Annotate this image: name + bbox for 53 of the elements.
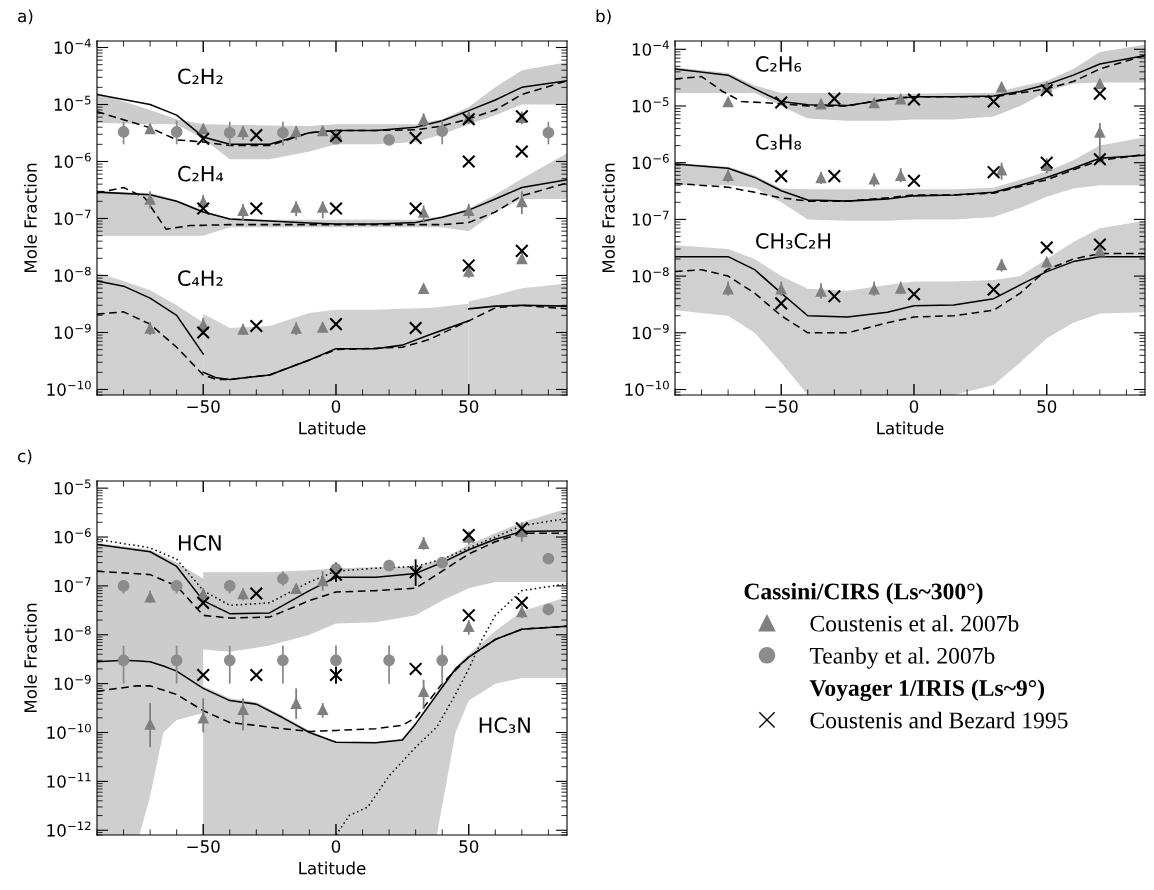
y-axis-title: Mole Fraction <box>23 163 37 273</box>
y-tick-label: 10$^{−6}$ <box>54 152 91 168</box>
y-axis-title: Mole Fraction <box>23 603 37 713</box>
chart-title: b) <box>596 9 611 25</box>
legend-label: Coustenis and Bezard 1995 <box>810 711 1068 729</box>
series-label: CH₃C₂H <box>756 233 830 249</box>
x-tick-label: −50 <box>765 400 798 413</box>
y-tick-label: 10$^{−7}$ <box>54 209 91 225</box>
x-tick-label: 50 <box>1037 400 1057 413</box>
y-tick-label: 10$^{−6}$ <box>632 153 669 170</box>
legend-label: Coustenis et al. 2007b <box>810 614 1019 632</box>
legend-label: Teanby et al. 2007b <box>809 647 995 669</box>
y-tick-label: 10$^{−10}$ <box>625 380 669 396</box>
series-label: C₃H₈ <box>756 133 802 150</box>
x-axis-title: Latitude <box>877 421 944 435</box>
x-tick-label: 50 <box>459 400 479 413</box>
y-tick-label: 10$^{−7}$ <box>54 577 91 593</box>
y-tick-label: 10$^{−9}$ <box>54 674 91 691</box>
y-axis-title: Mole Fraction <box>601 163 615 273</box>
chart-title: c) <box>18 449 32 465</box>
y-tick-label: 10$^{−5}$ <box>632 97 669 113</box>
x-tick-label: −50 <box>187 840 220 853</box>
x-tick-label: 0 <box>331 400 341 413</box>
legend-title: Cassini/CIRS (Ls~300°) <box>744 582 983 605</box>
x-axis-title: Latitude <box>299 861 366 875</box>
x-tick-label: −50 <box>187 400 220 413</box>
y-tick-label: 10$^{−4}$ <box>54 38 91 54</box>
y-tick-label: 10$^{−10}$ <box>47 723 91 739</box>
y-tick-label: 10$^{−8}$ <box>632 267 669 283</box>
y-tick-label: 10$^{−8}$ <box>54 266 91 282</box>
y-tick-label: 10$^{−12}$ <box>47 821 91 837</box>
series-label: C₄H₂ <box>178 270 223 286</box>
y-tick-label: 10$^{−8}$ <box>54 625 91 642</box>
y-tick-label: 10$^{−6}$ <box>54 528 91 544</box>
legend-label: C₂H₂ <box>178 68 223 85</box>
y-tick-label: 10$^{−4}$ <box>632 40 669 56</box>
y-tick-label: 10$^{−10}$ <box>47 380 91 396</box>
text: Voyager 1/IRIS (Ls~9°) <box>809 679 1045 702</box>
legend-label: C₂H₆ <box>756 56 802 72</box>
y-tick-label: 10$^{−5}$ <box>54 479 91 495</box>
x-tick-label: 0 <box>331 840 341 853</box>
y-tick-label: 10$^{−5}$ <box>54 95 91 111</box>
x-tick-label: 50 <box>459 840 479 853</box>
series-label: C₂H₄ <box>178 165 224 182</box>
y-tick-label: 10$^{−11}$ <box>47 772 91 788</box>
y-tick-label: 10$^{−9}$ <box>632 323 669 340</box>
series-label: HCN <box>178 535 221 551</box>
x-axis-title: Latitude <box>299 421 366 435</box>
y-tick-label: 10$^{−7}$ <box>632 210 669 226</box>
text: HC₃N <box>479 717 530 734</box>
y-tick-label: 10$^{−9}$ <box>54 323 91 339</box>
chart-title: a) <box>18 9 33 25</box>
x-tick-label: 0 <box>909 400 919 413</box>
